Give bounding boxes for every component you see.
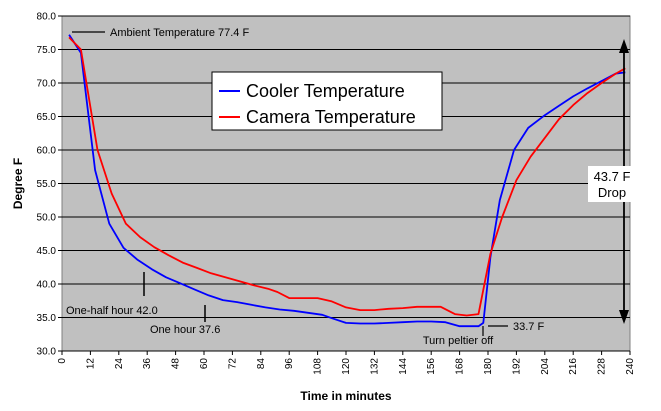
series-line-cooler — [68, 34, 626, 328]
y-tick-label: 30.0 — [37, 347, 57, 358]
x-tick-label: 84 — [256, 358, 267, 370]
x-tick-label: 240 — [625, 358, 636, 375]
annotations: Ambient Temperature 77.4 F One-half hour … — [66, 27, 638, 347]
x-tick-label: 12 — [85, 358, 96, 370]
x-tick-label: 132 — [369, 358, 380, 375]
annotation-peltier-off: Turn peltier off — [423, 335, 494, 347]
x-tick-label: 120 — [341, 358, 352, 375]
y-tick-labels: 30.0 35.0 40.0 45.0 50.0 55.0 60.0 65.0 70.0 75.0… — [37, 12, 57, 358]
series-line-camera — [68, 36, 626, 317]
x-tick-label: 156 — [426, 358, 437, 375]
y-tick-label: 60.0 — [37, 146, 57, 157]
y-tick-label: 40.0 — [37, 280, 57, 291]
gridlines — [58, 15, 631, 355]
x-tick-label: 36 — [142, 358, 153, 370]
x-axis-title: Time in minutes — [300, 389, 391, 403]
series-lines — [68, 34, 626, 328]
annotation-half-hour: One-half hour 42.0 — [66, 305, 158, 317]
x-tick-label: 96 — [284, 358, 295, 370]
legend: Cooler Temperature Camera Temperature — [211, 71, 443, 131]
x-tick-label: 60 — [199, 358, 210, 370]
y-tick-label: 45.0 — [37, 246, 57, 257]
x-tick-label: 192 — [511, 358, 522, 375]
annotation-min-temp: 33.7 F — [513, 321, 544, 333]
legend-label: Camera Temperature — [246, 107, 416, 127]
x-tick-label: 0 — [57, 358, 68, 364]
x-tick-label: 108 — [313, 358, 324, 375]
y-axis-title: Degree F — [11, 158, 25, 209]
drop-arrow-head-down — [619, 310, 629, 324]
y-tick-label: 55.0 — [37, 179, 57, 190]
y-tick-label: 70.0 — [37, 79, 57, 90]
x-tick-label: 144 — [398, 358, 409, 375]
x-tick-label: 48 — [171, 358, 182, 370]
x-tick-label: 24 — [114, 358, 125, 370]
drop-arrow-head-up — [619, 39, 629, 53]
legend-label: Cooler Temperature — [246, 81, 405, 101]
x-tick-label: 180 — [483, 358, 494, 375]
drop-label-background — [588, 166, 638, 202]
annotation-drop-word: Drop — [598, 185, 626, 200]
x-tick-label: 228 — [597, 358, 608, 375]
annotation-ambient: Ambient Temperature 77.4 F — [110, 27, 249, 39]
y-tick-label: 35.0 — [37, 313, 57, 324]
y-tick-label: 65.0 — [37, 112, 57, 123]
x-tick-label: 168 — [455, 358, 466, 375]
y-tick-label: 50.0 — [37, 213, 57, 224]
x-tick-label: 204 — [540, 358, 551, 375]
x-tick-labels: 0 12 24 36 48 60 72 84 96 108 120 132 144 156 168 180 19… — [57, 358, 636, 375]
legend-box — [211, 71, 443, 131]
y-tick-label: 75.0 — [37, 45, 57, 56]
annotation-one-hour: One hour 37.6 — [150, 324, 220, 336]
x-tick-label: 216 — [568, 358, 579, 375]
y-tick-label: 80.0 — [37, 12, 57, 23]
x-tick-label: 72 — [227, 358, 238, 370]
annotation-drop-value: 43.7 F — [594, 169, 631, 184]
